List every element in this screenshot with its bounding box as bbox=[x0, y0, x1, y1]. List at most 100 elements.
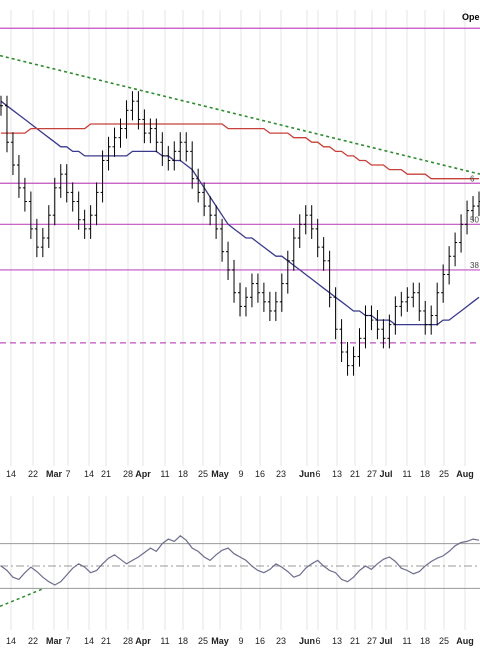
bottom-date-tick-label-21: 11 bbox=[402, 636, 411, 646]
price-panel: 6 50 38 bbox=[0, 10, 480, 466]
price-bar-66 bbox=[393, 296, 398, 335]
price-bar-76 bbox=[453, 232, 458, 267]
price-bar-35 bbox=[208, 196, 213, 226]
price-gridlines bbox=[10, 10, 466, 466]
price-bar-26 bbox=[154, 118, 159, 153]
price-bar-61 bbox=[363, 305, 368, 349]
price-bar-21 bbox=[124, 100, 129, 139]
indicator-trendline bbox=[0, 587, 45, 608]
date-tick-label-0: 14 bbox=[6, 469, 16, 479]
price-bar-30 bbox=[178, 132, 183, 162]
bottom-date-tick-label-8: 11 bbox=[160, 636, 169, 646]
price-bar-48 bbox=[285, 250, 290, 294]
price-bar-75 bbox=[447, 246, 452, 285]
price-bar-28 bbox=[166, 145, 171, 171]
bottom-date-tick-label-16: 6 bbox=[315, 636, 320, 646]
price-bar-37 bbox=[220, 218, 225, 262]
price-bar-52 bbox=[309, 205, 314, 239]
bottom-date-tick-label-7: Apr bbox=[135, 636, 151, 646]
price-bar-49 bbox=[291, 227, 296, 271]
bottom-date-tick-label-13: 16 bbox=[255, 636, 265, 646]
price-bar-70 bbox=[417, 282, 422, 321]
price-bar-54 bbox=[321, 237, 326, 271]
indicator-line-group bbox=[0, 535, 480, 586]
date-tick-label-16: 6 bbox=[315, 469, 320, 479]
price-bar-20 bbox=[118, 118, 123, 148]
price-trendline-group bbox=[0, 54, 480, 175]
date-tick-label-6: 28 bbox=[123, 469, 133, 479]
bottom-date-tick-label-20: Jul bbox=[379, 636, 392, 646]
price-bar-80 bbox=[477, 191, 480, 217]
date-tick-label-8: 11 bbox=[160, 469, 169, 479]
bottom-date-tick-label-4: 14 bbox=[84, 636, 94, 646]
price-bar-23 bbox=[136, 91, 141, 130]
price-bars bbox=[0, 91, 480, 376]
date-tick-label-20: Jul bbox=[379, 469, 392, 479]
price-bar-9 bbox=[52, 177, 57, 226]
price-bar-63 bbox=[375, 310, 380, 340]
price-bar-3 bbox=[16, 155, 21, 198]
price-bar-8 bbox=[46, 205, 51, 249]
price-level-lines bbox=[0, 27, 480, 344]
date-tick-label-17: 13 bbox=[332, 469, 342, 479]
price-bar-34 bbox=[202, 182, 207, 217]
price-bar-10 bbox=[58, 164, 63, 198]
bottom-date-tick-label-24: Aug bbox=[456, 636, 474, 646]
date-tick-label-18: 21 bbox=[350, 469, 360, 479]
price-bar-56 bbox=[333, 287, 338, 340]
bottom-date-tick-label-9: 18 bbox=[178, 636, 188, 646]
price-bar-19 bbox=[112, 127, 117, 157]
price-level-label-3: 38 bbox=[470, 261, 479, 270]
date-tick-label-15: Jun bbox=[299, 469, 315, 479]
date-tick-label-13: 16 bbox=[255, 469, 265, 479]
price-bar-40 bbox=[238, 282, 242, 317]
bottom-date-tick-label-19: 27 bbox=[367, 636, 377, 646]
price-bar-47 bbox=[279, 273, 284, 312]
date-tick-label-2: Mar bbox=[46, 469, 63, 479]
price-bar-55 bbox=[327, 250, 332, 308]
price-bar-68 bbox=[405, 287, 410, 312]
bottom-axis-background bbox=[0, 632, 480, 650]
price-bar-2 bbox=[10, 132, 15, 176]
date-tick-label-22: 18 bbox=[420, 469, 430, 479]
price-bar-33 bbox=[196, 168, 201, 203]
price-bar-57 bbox=[339, 319, 344, 363]
date-tick-label-7: Apr bbox=[135, 469, 151, 479]
bottom-date-tick-label-17: 13 bbox=[332, 636, 342, 646]
bottom-date-tick-label-10: 25 bbox=[198, 636, 208, 646]
date-tick-label-14: 23 bbox=[276, 469, 286, 479]
bottom-date-tick-label-22: 18 bbox=[420, 636, 430, 646]
date-tick-label-11: May bbox=[211, 469, 229, 479]
price-bar-24 bbox=[142, 109, 147, 144]
price-bar-45 bbox=[267, 291, 272, 321]
price-bar-29 bbox=[172, 141, 177, 171]
price-bar-27 bbox=[160, 132, 165, 166]
price-bar-79 bbox=[471, 196, 476, 221]
price-bar-6 bbox=[34, 218, 39, 258]
date-tick-label-19: 27 bbox=[367, 469, 377, 479]
bottom-date-tick-label-6: 28 bbox=[123, 636, 133, 646]
price-bar-16 bbox=[94, 182, 99, 226]
price-bar-77 bbox=[459, 214, 464, 253]
indicator-panel bbox=[0, 496, 480, 630]
bottom-date-tick-label-5: 21 bbox=[101, 636, 111, 646]
price-bar-31 bbox=[184, 132, 189, 162]
price-bar-46 bbox=[273, 291, 278, 321]
price-level-label-1: 6 bbox=[470, 174, 475, 183]
price-bar-7 bbox=[40, 227, 45, 258]
indicator-gridlines bbox=[10, 496, 466, 630]
price-bar-0 bbox=[0, 95, 3, 116]
price-bar-13 bbox=[76, 191, 81, 230]
date-tick-label-24: Aug bbox=[456, 469, 474, 479]
long-moving-average-line bbox=[1, 123, 479, 180]
price-bar-38 bbox=[226, 241, 231, 280]
date-tick-label-10: 25 bbox=[198, 469, 208, 479]
bottom-date-tick-label-18: 21 bbox=[350, 636, 360, 646]
price-bar-65 bbox=[387, 314, 392, 349]
price-bar-11 bbox=[64, 164, 69, 203]
level-labels: 6 50 38 bbox=[470, 174, 479, 270]
price-bar-14 bbox=[82, 209, 87, 239]
date-tick-label-5: 21 bbox=[101, 469, 111, 479]
date-tick-label-12: 9 bbox=[238, 469, 243, 479]
